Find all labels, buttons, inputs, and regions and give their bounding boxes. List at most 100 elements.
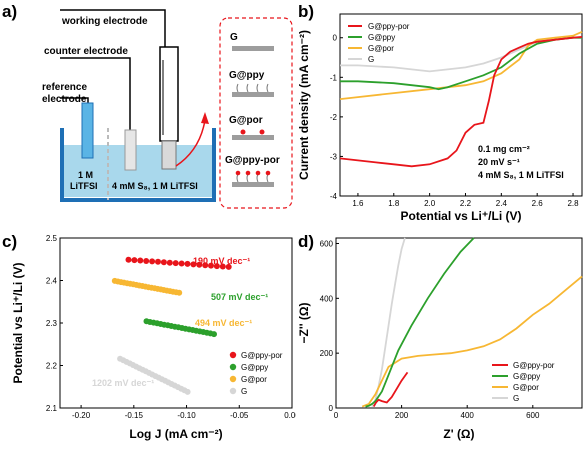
chart-c-tafel: -0.20 -0.15 -0.10 -0.05 0.00 2.1 2.2 2.3 2.4 2.5 L… (11, 234, 296, 441)
y-axis-label: Current density (mA cm⁻²) (297, 30, 311, 180)
data-point (131, 257, 138, 264)
panel-a-schematic: working electrode counter electrode refe… (42, 9, 293, 209)
main-solution-label: 4 mM S₈, 1 M LiTFSI (112, 181, 198, 191)
data-point (155, 258, 161, 265)
legend-label: G@ppy-por (368, 22, 410, 31)
slope-label: 1202 mV dec⁻¹ (92, 378, 154, 388)
chart-b-cv: 1.6 1.8 2.0 2.2 2.4 2.6 2.8 0 -1 -2 -3 -4 Potential … (297, 13, 583, 223)
x-axis-label: Z' (Ω) (443, 427, 474, 441)
legend-label: G@ppy-por (241, 351, 283, 360)
legend-marker (229, 363, 237, 371)
series-line-g@ppy-por (339, 36, 583, 168)
series-line-g@por (339, 30, 583, 100)
sample-g-label: G (230, 32, 238, 43)
y-tick-label: 2.4 (46, 277, 58, 286)
sample-gppypor-sheet (232, 182, 274, 187)
data-point (211, 331, 217, 338)
legend-label: G@ppy-por (513, 361, 555, 370)
annotation: 4 mM S₈, 1 M LiTFSI (478, 170, 564, 180)
legend-label: G (241, 387, 247, 396)
data-point (219, 263, 226, 270)
x-axis-label: Potential vs Li⁺/Li (V) (400, 209, 521, 223)
y-tick-label: -4 (330, 192, 338, 201)
x-tick-label: 1.6 (352, 199, 364, 208)
y-tick-label: 400 (320, 294, 334, 303)
panel-d-label: d) (298, 232, 315, 251)
por-dot (245, 170, 251, 176)
data-point (166, 259, 173, 266)
legend-label: G@ppy (368, 33, 395, 42)
slope-label: 190 mV dec⁻¹ (193, 256, 250, 266)
annotation: 0.1 mg cm⁻² (478, 144, 530, 154)
plot-frame (339, 13, 583, 197)
working-electrode-label: working electrode (61, 16, 148, 27)
data-point (202, 262, 209, 269)
data-point (143, 258, 150, 264)
ref-solution-label-1: 1 M (78, 170, 93, 180)
series-line-g@ppy (365, 237, 475, 408)
y-tick-label: 2.1 (46, 404, 58, 413)
sample-gppy-sheet (232, 92, 274, 97)
panel-b-label: b) (298, 2, 315, 21)
data-point (125, 256, 132, 263)
x-tick-label: 2.0 (424, 199, 436, 208)
legend-label: G (513, 394, 519, 403)
x-tick-label: -0.10 (177, 411, 196, 420)
x-tick-label: -0.20 (72, 411, 91, 420)
beaker (60, 128, 216, 202)
series-line-g@por (361, 275, 583, 408)
data-point (190, 261, 197, 268)
data-point (184, 260, 191, 267)
x-tick-label: 400 (461, 411, 475, 420)
counter-electrode-label: counter electrode (44, 46, 128, 57)
slope-label: 507 mV dec⁻¹ (211, 292, 268, 302)
data-point (149, 258, 156, 265)
por-dot (240, 129, 246, 135)
y-tick-label: 0 (329, 404, 334, 413)
y-tick-label: 200 (320, 349, 334, 358)
ppy-por-chains (236, 173, 269, 183)
zoom-arrow (175, 119, 206, 167)
data-point (196, 261, 203, 268)
x-tick-label: 600 (526, 411, 540, 420)
x-tick-label: 0 (334, 411, 339, 420)
reference-electrode-label-1: reference (42, 82, 87, 93)
chart-d-eis: 0 200 400 600 0 200 400 600 Z' (Ω) −Z'' (Ω) G@ppy-… (297, 237, 583, 441)
legend-marker (229, 351, 237, 359)
series-line-g (371, 237, 406, 407)
slope-label: 494 mV dec⁻¹ (195, 318, 252, 328)
data-point (176, 289, 183, 296)
data-point (160, 259, 167, 266)
x-tick-label: 2.4 (496, 199, 508, 208)
x-tick-label: 1.8 (388, 199, 400, 208)
legend-label: G@por (513, 383, 539, 392)
working-wire (60, 9, 166, 47)
x-tick-label: -0.15 (125, 411, 144, 420)
zoom-arrow-head (201, 112, 209, 124)
counter-electrode (124, 129, 137, 171)
data-point (184, 388, 191, 395)
por-dot (265, 170, 271, 176)
series-line-g (340, 36, 582, 73)
sample-g-sheet (232, 46, 274, 51)
por-dot (255, 170, 261, 176)
ref-solution-label-2: LiTFSI (70, 181, 98, 191)
x-tick-label: 2.2 (460, 199, 472, 208)
reference-electrode (81, 102, 94, 159)
y-tick-label: -3 (330, 152, 338, 161)
panel-a-label: a) (2, 2, 18, 21)
x-tick-label: -0.05 (230, 411, 249, 420)
y-tick-label: -1 (330, 73, 338, 82)
y-tick-label: 2.2 (46, 362, 58, 371)
legend-label: G@por (368, 44, 394, 53)
sample-gpor-label: G@por (229, 115, 263, 126)
working-electrode-tip (161, 140, 177, 170)
data-point (137, 257, 144, 264)
por-dot (259, 129, 265, 135)
y-axis-label: Potential vs Li⁺/Li (V) (11, 262, 25, 383)
sample-box (219, 17, 293, 209)
x-tick-label: 0.00 (284, 411, 296, 420)
y-tick-label: 600 (320, 239, 334, 248)
x-tick-label: 2.6 (532, 199, 544, 208)
legend-label: G@ppy (241, 363, 268, 372)
